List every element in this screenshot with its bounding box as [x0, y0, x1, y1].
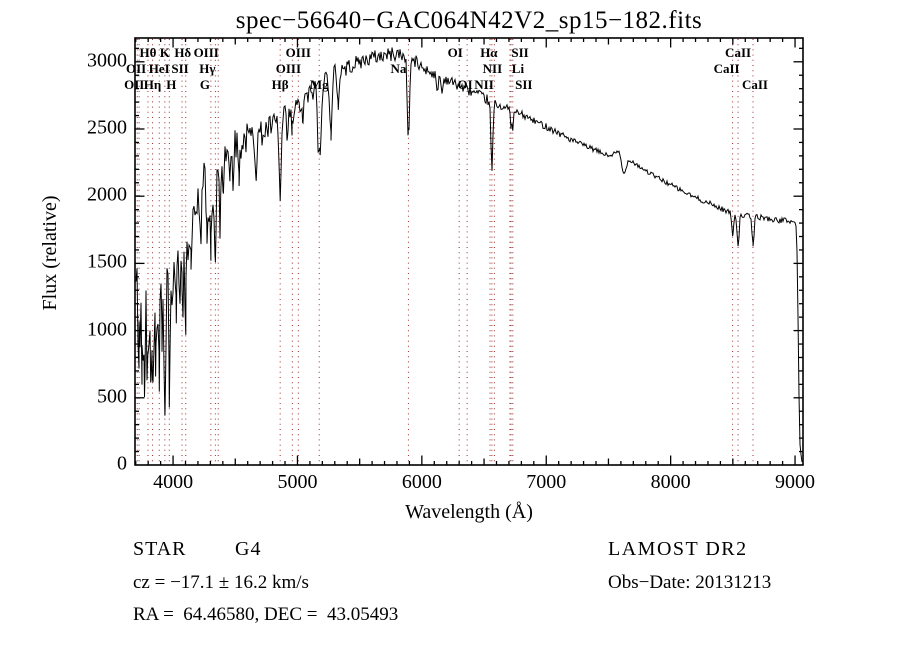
ra-dec-text: RA = 64.46580, DEC = 43.05493	[133, 604, 399, 625]
spectral-line-label: CaII	[725, 45, 752, 60]
spectrum-curve	[135, 47, 803, 463]
plot-title: spec−56640−GAC064N42V2_sp15−182.fits	[235, 7, 703, 34]
spectral-line-label: SII	[515, 77, 533, 92]
spectral-line-label: SII	[511, 45, 529, 60]
spectral-line-label: Hδ	[174, 45, 192, 60]
spectral-line-label: NII	[474, 77, 494, 92]
y-tick-label: 2000	[87, 183, 127, 206]
obs-date-text: Obs−Date: 20131213	[608, 572, 772, 593]
y-tick-label: 1000	[87, 317, 127, 340]
spectral-line-label: OII	[125, 61, 147, 76]
x-tick-label: 4000	[153, 471, 194, 493]
y-tick-label: 2500	[87, 116, 127, 139]
spectral-line-label: NII	[482, 61, 503, 76]
spectral-line-label: OII	[124, 77, 145, 92]
spectral-line-label: H	[166, 77, 177, 92]
spectral-line-label: K	[159, 45, 170, 60]
y-tick-label: 500	[97, 385, 127, 408]
x-tick-label: 7000	[526, 471, 567, 493]
spectral-line-label: HeI	[148, 61, 170, 76]
spectral-line-label: OI	[457, 77, 473, 92]
spectral-line-label: OI	[447, 45, 463, 60]
object-class-text: STAR	[133, 538, 187, 560]
spectral-line-label: Hβ	[271, 77, 289, 92]
spectral-line-label: Hθ	[139, 45, 157, 60]
x-tick-label: 5000	[277, 471, 318, 493]
spectral-line-label: Hη	[143, 77, 162, 92]
spectral-line-label: Mg	[309, 77, 329, 92]
spectral-line-label: SII	[171, 61, 189, 76]
x-tick-label: 9000	[775, 471, 816, 493]
subclass-text: G4	[235, 538, 262, 560]
spectral-line-label: CaII	[713, 61, 740, 76]
spectral-line-label: Hα	[480, 45, 498, 60]
spectral-line-label: Na	[390, 61, 407, 76]
y-tick-label: 1500	[87, 250, 127, 273]
survey-text: LAMOST DR2	[608, 538, 748, 560]
spectral-line-label: Hγ	[199, 61, 216, 76]
y-tick-label: 0	[117, 452, 127, 475]
spectral-line-label: OIII	[285, 45, 311, 60]
spectral-line-label: CaII	[741, 77, 768, 92]
x-axis-label: Wavelength (Å)	[405, 501, 533, 523]
spectral-line-label: OIII	[193, 45, 219, 60]
y-tick-label: 3000	[87, 49, 127, 72]
spectral-line-label: OIII	[275, 61, 302, 76]
x-tick-label: 8000	[650, 471, 691, 493]
spectral-line-label: Li	[511, 61, 525, 76]
plot-frame	[134, 37, 804, 466]
spectral-line-label: G	[199, 77, 210, 92]
cz-text: cz = −17.1 ± 16.2 km/s	[133, 572, 309, 593]
x-tick-label: 6000	[401, 471, 442, 493]
